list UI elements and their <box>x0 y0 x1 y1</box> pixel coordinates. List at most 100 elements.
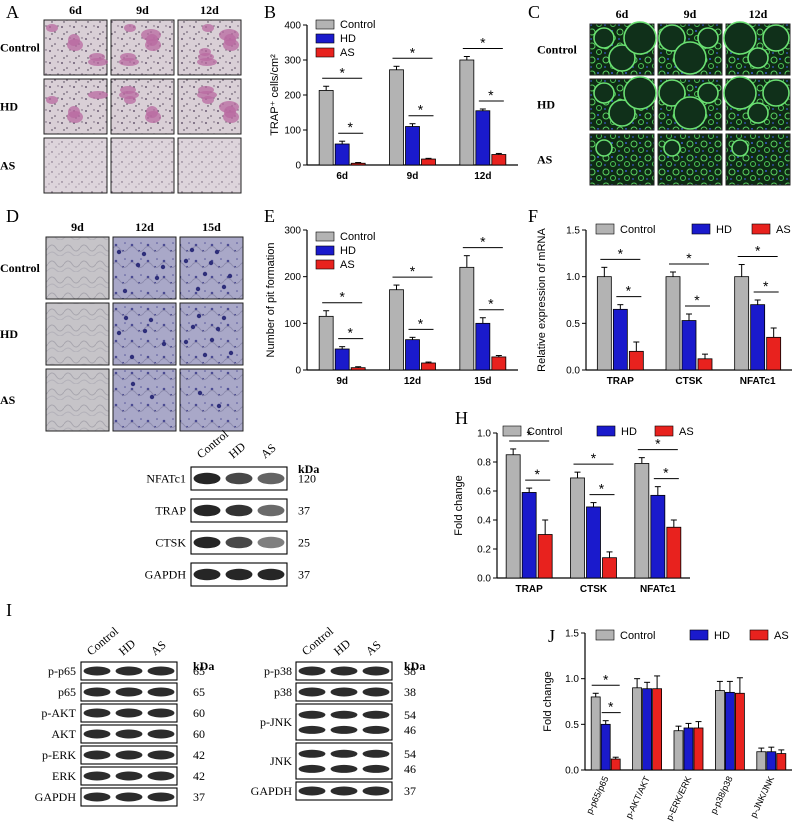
blot-band <box>115 666 143 676</box>
panel-a-row-label: AS <box>0 159 16 173</box>
kda-value: 46 <box>404 762 416 776</box>
resorption-pit <box>154 275 160 281</box>
panel-letter-c: C <box>528 2 540 22</box>
osteoclast-stain <box>146 106 158 118</box>
resorption-pit <box>209 337 215 343</box>
actin-ring <box>623 21 657 55</box>
panel-c: 6d 9d 12d Control HD AS <box>537 7 791 186</box>
y-tick-label: 0.2 <box>477 545 491 556</box>
panel-a-col-label: 6d <box>69 3 82 17</box>
legend-swatch <box>689 629 709 641</box>
panel-letter-f: F <box>528 206 538 226</box>
bar-as-12d <box>491 154 507 166</box>
x-tick-label: p-JNK/JNK <box>748 775 776 820</box>
blot-band <box>362 710 390 719</box>
y-tick-label: 0.5 <box>566 319 580 330</box>
kda-value: 54 <box>404 708 416 722</box>
bar-as-15d <box>491 356 507 371</box>
osteoclast-stain <box>124 24 136 32</box>
panel-letter-j: J <box>548 626 555 646</box>
actin-ring <box>723 76 757 110</box>
bar-as-trap <box>628 350 644 371</box>
significance-star: * <box>526 427 532 443</box>
actin-ring <box>723 21 757 55</box>
significance-star: * <box>655 436 661 452</box>
protein-label: GAPDH <box>145 568 187 582</box>
panel-d-row-label: HD <box>0 327 18 341</box>
legend-swatch <box>315 259 335 270</box>
blot-band <box>147 666 175 676</box>
blot-band <box>362 786 390 796</box>
resorption-pit <box>221 315 227 321</box>
blot-band <box>298 687 326 697</box>
lane-label: Control <box>299 624 337 659</box>
protein-label: p-JNK <box>260 715 292 729</box>
x-tick-label: TRAP <box>516 584 544 595</box>
y-tick-label: 0.6 <box>477 487 491 498</box>
significance-star: * <box>339 64 345 80</box>
y-tick-label: 400 <box>284 21 301 32</box>
y-tick-label: 100 <box>284 319 301 330</box>
panel-d-col-label: 15d <box>202 220 221 234</box>
bar-control-6d <box>318 90 334 166</box>
blot-band <box>225 568 253 581</box>
actin-ring <box>595 139 613 157</box>
significance-star: * <box>599 481 605 497</box>
bar-as-p-jnk-jnk <box>776 753 787 771</box>
kda-value: 37 <box>404 784 416 798</box>
legend-label: Control <box>620 224 655 236</box>
actin-ring <box>608 44 636 72</box>
x-tick-label: p-AKT/AKT <box>624 774 653 820</box>
blot-band <box>147 771 175 781</box>
x-tick-label: CTSK <box>675 376 703 387</box>
significance-star: * <box>418 102 424 118</box>
blot-band <box>83 729 111 739</box>
bar-as-p-erk-erk <box>693 727 704 771</box>
protein-label: p-p65 <box>48 664 76 678</box>
protein-label: p65 <box>58 685 76 699</box>
legend-label: AS <box>776 224 791 236</box>
actin-ring <box>663 139 681 157</box>
osteoclast-stain <box>219 29 239 41</box>
bar-control-p-jnk-jnk <box>756 751 767 771</box>
x-tick-label: CTSK <box>580 584 608 595</box>
significance-star: * <box>488 296 494 312</box>
bar-control-15d <box>459 266 475 371</box>
y-tick-label: 0 <box>295 366 301 377</box>
y-axis-label: Fold change <box>542 671 554 732</box>
legend-label: HD <box>340 33 356 45</box>
bar-hd-9d <box>405 126 420 166</box>
panel-c-row-label: Control <box>537 43 577 57</box>
panel-d-row-label: Control <box>0 261 40 275</box>
kda-value: 38 <box>404 664 416 678</box>
bar-control-trap <box>596 276 612 371</box>
resorption-pit <box>149 394 155 400</box>
osteoclast-stain <box>68 106 80 118</box>
resorption-pit <box>202 352 208 358</box>
panel-d-row-label: AS <box>0 393 16 407</box>
blot-band <box>225 504 253 517</box>
blot-band <box>330 786 358 796</box>
panel-d-image <box>45 236 110 300</box>
actin-ring <box>658 79 686 107</box>
legend-swatch <box>691 223 711 235</box>
actin-ring <box>697 27 719 49</box>
bar-hd-nfatc1 <box>650 494 666 579</box>
legend-label: Control <box>620 630 655 642</box>
bar-hd-6d <box>334 143 350 166</box>
lane-label: AS <box>363 638 384 659</box>
chart-j: 0.0 0.5 1.0 1.5 Fold change * * p-p65/p65 p-AKT/… <box>542 629 792 822</box>
osteoclast-stain <box>198 86 214 94</box>
blot-band <box>330 710 358 719</box>
bar-control-9d <box>389 69 404 166</box>
bar-as-ctsk <box>602 557 617 579</box>
significance-star: * <box>339 289 345 305</box>
y-tick-label: 0.5 <box>565 720 579 731</box>
bar-hd-p-akt-akt <box>642 688 652 771</box>
protein-label: GAPDH <box>251 784 293 798</box>
significance-star: * <box>410 263 416 279</box>
panel-letter-a: A <box>6 2 19 22</box>
resorption-pit <box>189 247 195 253</box>
resorption-pit <box>202 271 208 277</box>
